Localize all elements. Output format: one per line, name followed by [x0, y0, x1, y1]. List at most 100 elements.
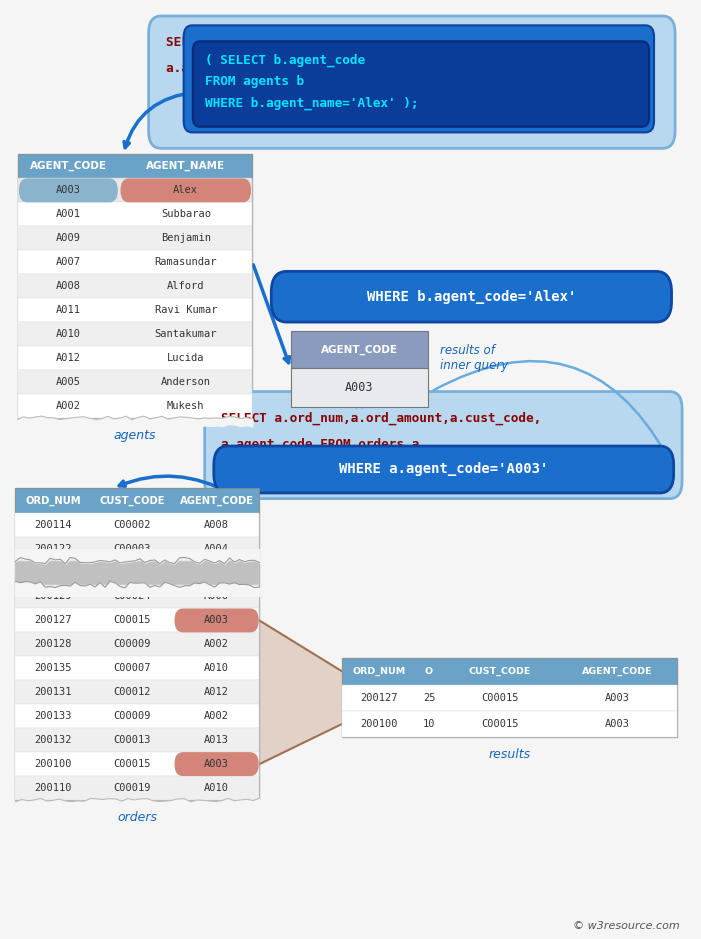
FancyBboxPatch shape	[149, 16, 675, 148]
Text: Anderson: Anderson	[161, 377, 211, 387]
FancyBboxPatch shape	[291, 367, 428, 407]
Text: results: results	[489, 748, 531, 762]
Text: WHERE a.agent_code=: WHERE a.agent_code=	[196, 41, 341, 54]
FancyBboxPatch shape	[342, 658, 677, 685]
Text: A002: A002	[204, 711, 229, 721]
Text: A003: A003	[605, 719, 630, 729]
FancyBboxPatch shape	[193, 41, 649, 127]
Text: 200132: 200132	[34, 735, 72, 746]
Text: ( SELECT b.agent_code: ( SELECT b.agent_code	[205, 54, 365, 67]
FancyBboxPatch shape	[342, 658, 677, 737]
Text: Lucida: Lucida	[167, 353, 205, 363]
Text: C00024: C00024	[114, 592, 151, 602]
Text: A003: A003	[345, 380, 374, 393]
FancyBboxPatch shape	[15, 656, 259, 680]
Text: C00013: C00013	[114, 735, 151, 746]
FancyBboxPatch shape	[15, 561, 259, 584]
Text: O: O	[425, 667, 433, 676]
Text: C00007: C00007	[114, 663, 151, 673]
FancyBboxPatch shape	[18, 154, 252, 178]
Text: AGENT_CODE: AGENT_CODE	[30, 162, 107, 171]
Text: Benjamin: Benjamin	[161, 233, 211, 243]
Text: A010: A010	[204, 663, 229, 673]
Text: agents: agents	[114, 429, 156, 442]
FancyBboxPatch shape	[15, 513, 259, 537]
Text: 200135: 200135	[34, 663, 72, 673]
Text: A008: A008	[56, 281, 81, 291]
Text: C00015: C00015	[482, 719, 519, 729]
Text: 200110: 200110	[34, 783, 72, 793]
Text: A011: A011	[56, 305, 81, 316]
Text: a.agent_code FROM orders a: a.agent_code FROM orders a	[166, 62, 365, 75]
Text: A003: A003	[204, 759, 229, 769]
Text: C00003: C00003	[114, 544, 151, 554]
Text: AGENT_NAME: AGENT_NAME	[147, 162, 225, 171]
Text: Mukesh: Mukesh	[167, 401, 205, 411]
Text: orders: orders	[117, 811, 158, 824]
FancyBboxPatch shape	[18, 154, 252, 418]
Text: A007: A007	[56, 257, 81, 268]
FancyBboxPatch shape	[342, 685, 677, 711]
Text: WHERE a.agent_code='A003': WHERE a.agent_code='A003'	[339, 463, 548, 476]
Text: A003: A003	[605, 693, 630, 702]
Text: A004: A004	[204, 544, 229, 554]
FancyBboxPatch shape	[175, 608, 259, 633]
Text: AGENT_CODE: AGENT_CODE	[321, 345, 397, 355]
Text: A005: A005	[56, 377, 81, 387]
Text: Alford: Alford	[167, 281, 205, 291]
Text: 200133: 200133	[34, 711, 72, 721]
Text: C00015: C00015	[114, 615, 151, 625]
Text: C00019: C00019	[114, 783, 151, 793]
FancyBboxPatch shape	[15, 584, 259, 608]
Text: 25: 25	[423, 693, 435, 702]
FancyBboxPatch shape	[18, 346, 252, 370]
Text: A013: A013	[204, 735, 229, 746]
FancyBboxPatch shape	[15, 633, 259, 656]
FancyBboxPatch shape	[214, 446, 674, 493]
Text: A012: A012	[204, 687, 229, 698]
Text: 200127: 200127	[34, 615, 72, 625]
Text: C00015: C00015	[114, 759, 151, 769]
FancyBboxPatch shape	[15, 608, 259, 633]
Text: C00012: C00012	[114, 687, 151, 698]
FancyBboxPatch shape	[18, 226, 252, 250]
Text: C00009: C00009	[114, 639, 151, 650]
Text: 200128: 200128	[34, 639, 72, 650]
Text: C00015: C00015	[482, 693, 519, 702]
Text: C00002: C00002	[114, 519, 151, 530]
Text: 200131: 200131	[34, 687, 72, 698]
FancyBboxPatch shape	[15, 488, 259, 513]
Text: 200100: 200100	[34, 759, 72, 769]
Text: Santakumar: Santakumar	[154, 329, 217, 339]
Text: 200129: 200129	[34, 592, 72, 602]
Text: Ravi Kumar: Ravi Kumar	[154, 305, 217, 316]
Text: A010: A010	[204, 783, 229, 793]
Text: A002: A002	[204, 639, 229, 650]
Text: WHERE b.agent_name='Alex' );: WHERE b.agent_name='Alex' );	[205, 97, 418, 110]
FancyBboxPatch shape	[15, 488, 259, 800]
Polygon shape	[259, 621, 342, 764]
Text: CUST_CODE: CUST_CODE	[100, 496, 165, 505]
Text: FROM agents b: FROM agents b	[205, 75, 304, 88]
Text: WHERE b.agent_code='Alex': WHERE b.agent_code='Alex'	[367, 290, 576, 303]
Text: A012: A012	[56, 353, 81, 363]
FancyBboxPatch shape	[15, 704, 259, 729]
FancyBboxPatch shape	[15, 729, 259, 752]
Text: C00009: C00009	[114, 711, 151, 721]
FancyBboxPatch shape	[121, 178, 251, 202]
FancyBboxPatch shape	[342, 711, 677, 737]
Text: A006: A006	[204, 592, 229, 602]
Text: A009: A009	[56, 233, 81, 243]
FancyBboxPatch shape	[15, 776, 259, 800]
Text: CUST_CODE: CUST_CODE	[469, 667, 531, 676]
FancyBboxPatch shape	[15, 752, 259, 776]
Text: ORD_NUM: ORD_NUM	[25, 496, 81, 505]
Text: 200122: 200122	[34, 544, 72, 554]
FancyBboxPatch shape	[18, 202, 252, 226]
Text: results of
inner query: results of inner query	[440, 344, 508, 372]
Text: Ramasundar: Ramasundar	[154, 257, 217, 268]
FancyBboxPatch shape	[291, 331, 428, 367]
Text: © w3resource.com: © w3resource.com	[573, 921, 680, 931]
Text: AGENT_CODE: AGENT_CODE	[583, 667, 653, 676]
Text: 200100: 200100	[360, 719, 397, 729]
